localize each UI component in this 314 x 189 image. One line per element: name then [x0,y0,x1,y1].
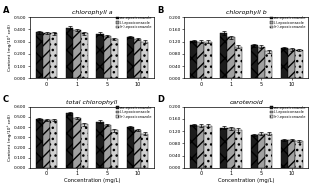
Bar [258,134,265,168]
Y-axis label: Content (mg/10⁶ cell): Content (mg/10⁶ cell) [7,114,12,161]
Bar [141,42,149,78]
Title: chlorophyll a: chlorophyll a [72,10,112,15]
Bar [204,42,212,78]
Title: total chlorophyll: total chlorophyll [67,100,118,105]
Bar [265,51,272,78]
Bar [80,33,88,78]
Bar [141,134,149,168]
Bar [96,122,104,168]
Text: B: B [157,6,163,15]
Bar [73,30,80,78]
Bar [127,127,134,168]
Bar [134,39,141,78]
Legend: rac-epoxiconazole, (-)-epoxiconazole, (+)-epoxiconazole: rac-epoxiconazole, (-)-epoxiconazole, (+… [115,16,153,30]
Text: A: A [3,6,9,15]
Bar [197,126,204,168]
Text: D: D [157,95,164,104]
Bar [127,37,134,78]
Legend: rac-epoxiconazole, (-)-epoxiconazole, (+)-epoxiconazole: rac-epoxiconazole, (-)-epoxiconazole, (+… [269,16,307,30]
Title: chlorophyll b: chlorophyll b [226,10,267,15]
Bar [281,140,288,168]
X-axis label: Concentration (mg/L): Concentration (mg/L) [64,178,120,184]
Bar [227,128,235,168]
X-axis label: Concentration (mg/L): Concentration (mg/L) [218,178,274,184]
Bar [43,33,50,78]
Bar [251,135,258,168]
Bar [80,124,88,168]
Bar [104,125,111,168]
Bar [36,33,43,78]
Bar [73,118,80,168]
Bar [134,130,141,168]
Bar [265,134,272,168]
Bar [220,128,227,168]
Text: C: C [3,95,9,104]
Bar [36,119,43,168]
Bar [227,37,235,78]
Bar [288,140,295,168]
Legend: rac-epoxiconazole, (-)-epoxiconazole, (+)-epoxiconazole: rac-epoxiconazole, (-)-epoxiconazole, (+… [269,105,307,119]
Bar [96,34,104,78]
Bar [258,46,265,78]
Bar [190,41,197,78]
Bar [66,28,73,78]
Legend: rac-epoxiconazole, (-)-epoxiconazole, (+)-epoxiconazole: rac-epoxiconazole, (-)-epoxiconazole, (+… [115,105,153,119]
Bar [111,130,118,168]
Bar [50,120,57,168]
Bar [251,45,258,78]
Bar [235,46,242,78]
Bar [295,141,303,168]
Bar [66,113,73,168]
Bar [43,120,50,168]
Bar [220,33,227,78]
Bar [204,126,212,168]
Bar [104,36,111,78]
Y-axis label: Content (mg/10⁶ cell): Content (mg/10⁶ cell) [7,24,12,71]
Bar [295,50,303,78]
Bar [281,48,288,78]
Bar [50,33,57,78]
Bar [288,49,295,78]
Title: carotenoid: carotenoid [230,100,263,105]
Bar [197,42,204,78]
Bar [235,130,242,168]
Bar [111,39,118,78]
Bar [190,125,197,168]
